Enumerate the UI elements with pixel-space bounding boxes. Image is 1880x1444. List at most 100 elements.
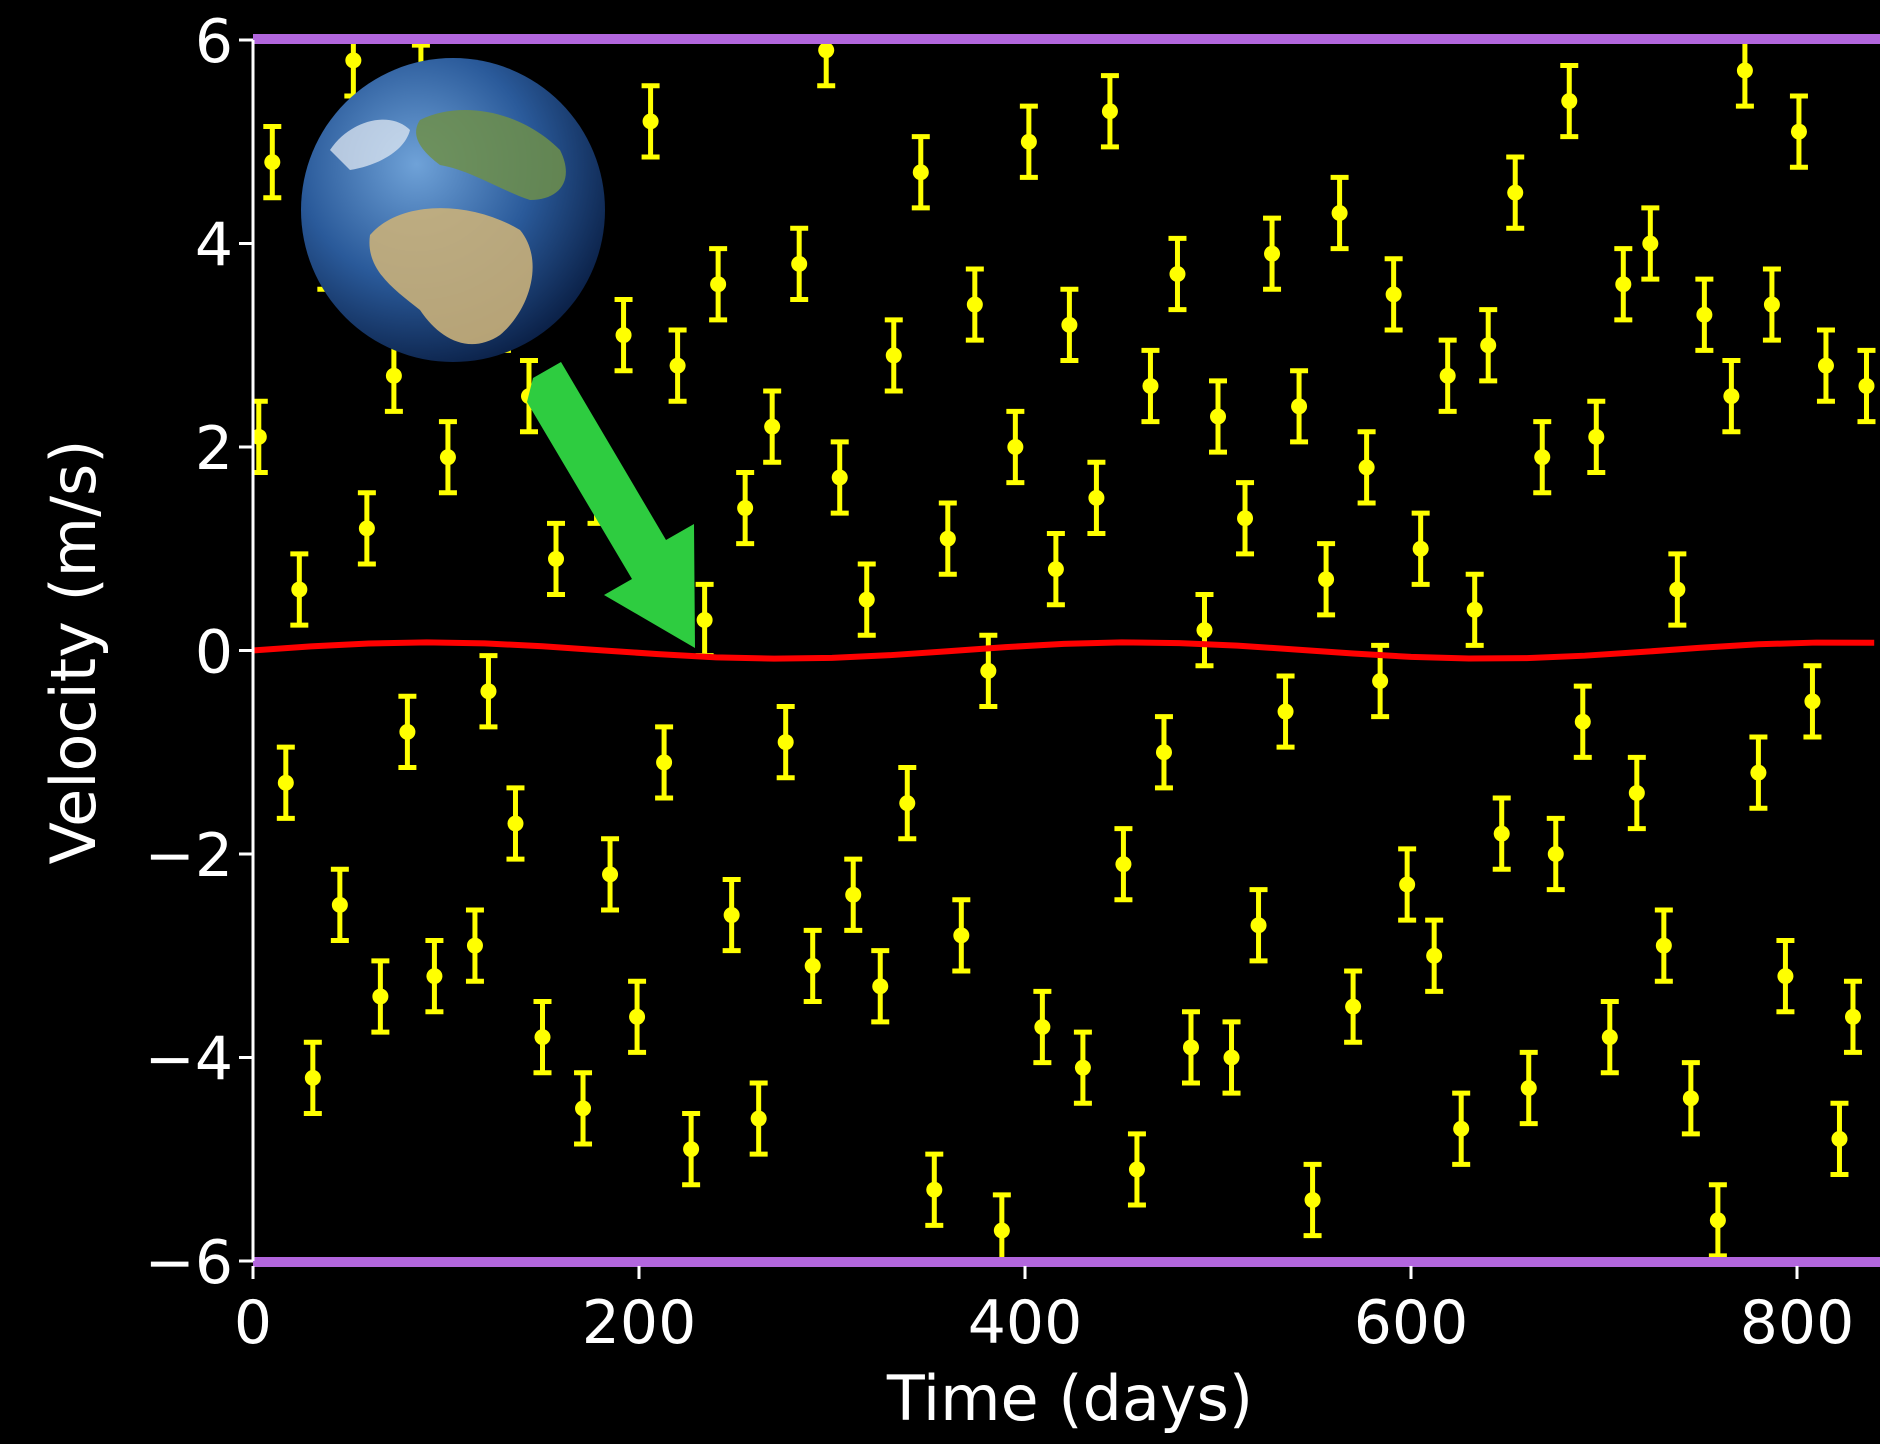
- point: [439, 449, 456, 466]
- x-tick-label: 0: [234, 1288, 272, 1358]
- point: [358, 520, 375, 537]
- point: [1628, 784, 1645, 801]
- point: [1128, 1161, 1145, 1178]
- point: [1331, 204, 1348, 221]
- data-point: [465, 907, 484, 984]
- point: [966, 296, 983, 313]
- point: [1736, 62, 1753, 79]
- point: [1790, 123, 1807, 140]
- point: [642, 113, 659, 130]
- data-point: [263, 123, 282, 201]
- data-point: [668, 327, 687, 404]
- data-point: [1127, 1131, 1146, 1208]
- point: [737, 500, 754, 517]
- data-point: [1181, 1009, 1200, 1086]
- data-point: [1276, 673, 1295, 750]
- point: [750, 1110, 767, 1127]
- point: [1210, 408, 1227, 425]
- pointer-arrow: [527, 362, 695, 648]
- data-point: [1641, 205, 1660, 282]
- point: [683, 1141, 700, 1158]
- point: [345, 52, 362, 69]
- point: [291, 581, 308, 598]
- point: [1399, 876, 1416, 893]
- data-point: [601, 836, 620, 913]
- x-tick-label: 600: [1354, 1288, 1469, 1358]
- point: [331, 896, 348, 913]
- point: [1155, 744, 1172, 761]
- y-tick-label: 6: [195, 7, 233, 77]
- earth-land: [416, 110, 566, 200]
- earth-illustration: [301, 58, 605, 362]
- data-point: [803, 927, 822, 1005]
- data-point: [1317, 541, 1336, 618]
- point: [1372, 673, 1389, 690]
- point: [372, 988, 389, 1005]
- point: [1588, 428, 1605, 445]
- data-point: [911, 134, 930, 211]
- point: [1142, 377, 1159, 394]
- data-point: [1776, 937, 1795, 1015]
- data-point: [398, 693, 417, 771]
- point: [1074, 1059, 1091, 1076]
- point: [277, 774, 294, 791]
- y-tick-label: 0: [195, 618, 233, 688]
- point: [1615, 276, 1632, 293]
- point: [1101, 103, 1118, 120]
- point: [872, 978, 889, 995]
- data-point: [1384, 256, 1403, 333]
- axes: 0 200 400 600 800 −6 −4 −2 0 2 4 6 Time (days) Veloci…: [37, 7, 1880, 1435]
- point: [264, 154, 281, 171]
- point: [399, 723, 416, 740]
- data-point: [330, 866, 349, 943]
- point: [1020, 133, 1037, 150]
- point: [1453, 1120, 1470, 1137]
- point: [304, 1069, 321, 1086]
- point: [1480, 337, 1497, 354]
- data-point: [641, 83, 660, 160]
- data-point: [506, 785, 525, 862]
- point: [1304, 1191, 1321, 1208]
- data-point: [1708, 1182, 1727, 1259]
- point: [1547, 846, 1564, 862]
- model-line: [253, 639, 1875, 662]
- point: [764, 418, 781, 435]
- data-point: [1465, 571, 1484, 648]
- point: [1291, 398, 1308, 415]
- data-point: [938, 500, 957, 577]
- data-point: [736, 469, 755, 547]
- point: [1493, 825, 1510, 842]
- data-point: [898, 765, 917, 842]
- point: [1358, 459, 1375, 476]
- data-point: [722, 876, 741, 954]
- point: [723, 907, 740, 924]
- data-point: [1749, 734, 1768, 811]
- data-point: [1154, 714, 1173, 791]
- point: [1709, 1212, 1726, 1229]
- point: [1844, 1008, 1861, 1025]
- data-point: [817, 40, 836, 89]
- point: [791, 255, 808, 272]
- point: [656, 754, 673, 771]
- data-point: [925, 1151, 944, 1228]
- point: [548, 550, 565, 567]
- point: [885, 347, 902, 364]
- data-point: [628, 978, 647, 1055]
- point: [615, 327, 632, 344]
- data-point: [965, 266, 984, 343]
- point: [845, 886, 862, 903]
- data-point: [1209, 378, 1228, 455]
- data-point: [1168, 235, 1187, 313]
- point: [1520, 1080, 1537, 1097]
- data-point: [1019, 103, 1038, 180]
- y-tick-label: −4: [145, 1025, 233, 1095]
- point: [507, 815, 524, 832]
- data-point: [1263, 215, 1282, 292]
- point: [831, 469, 848, 486]
- point: [480, 683, 497, 700]
- point: [1723, 388, 1740, 405]
- y-tick-label: −6: [145, 1228, 233, 1298]
- point: [1196, 622, 1213, 639]
